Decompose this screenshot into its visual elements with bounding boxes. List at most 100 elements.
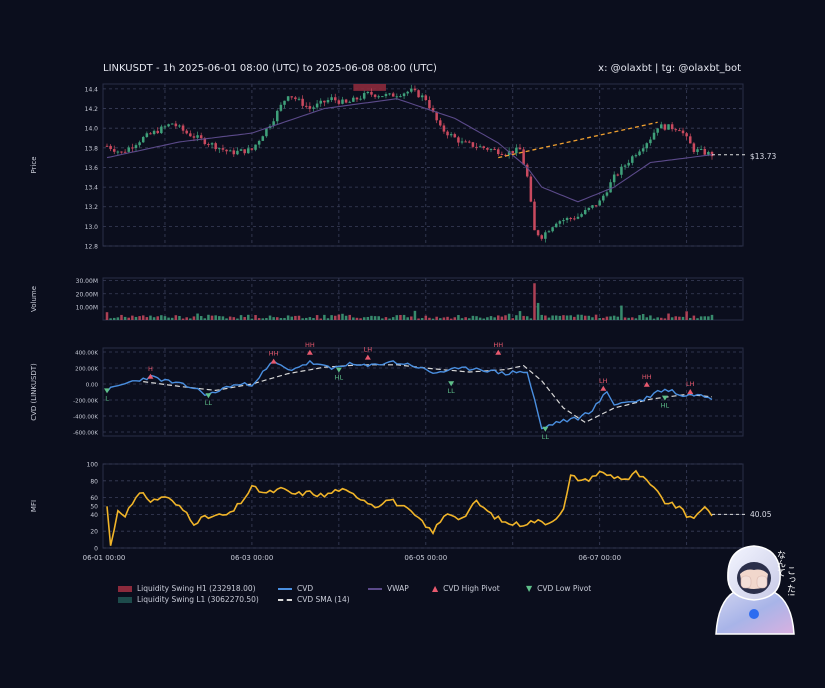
volume-bar [591, 317, 594, 320]
candle-body [145, 133, 149, 137]
candle-body [286, 96, 290, 101]
volume-bar [605, 316, 609, 320]
candle-body [319, 100, 323, 104]
candle-body [453, 134, 457, 138]
candle-body [112, 149, 116, 152]
triangle-up-icon: ▲ [432, 584, 439, 593]
cvd-pivot-label: HL [661, 402, 670, 410]
volume-bar [598, 318, 601, 320]
volume-bar [337, 314, 341, 320]
candle-body [279, 104, 283, 111]
legend-cvd-high-pivot-label: CVD High Pivot [443, 584, 500, 593]
candle-body [333, 97, 337, 101]
mfi-tick-label: 40 [90, 512, 98, 519]
mfi-tick-label: 0 [94, 546, 98, 553]
cvd-sma-line [143, 364, 713, 424]
volume-bar [446, 316, 449, 320]
candle-body [511, 150, 515, 154]
legend-swing-h1: Liquidity Swing H1 (232918.00) [118, 584, 256, 593]
volume-bar [652, 318, 656, 320]
volume-bar [627, 317, 630, 320]
mfi-line [106, 469, 713, 546]
mfi-grid [103, 463, 743, 549]
volume-bar [145, 317, 149, 320]
svg-text:なんて: なんて [775, 550, 786, 577]
cvd-pivot-label: LL [448, 387, 456, 395]
volume-bar [225, 318, 228, 320]
volume-grid [103, 278, 743, 320]
volume-bar [511, 318, 515, 320]
volume-bar [529, 318, 533, 320]
volume-bar [105, 312, 109, 320]
volume-bar [326, 318, 330, 320]
volume-bar [377, 316, 380, 320]
candle-body [525, 164, 529, 177]
mfi-last-label: 40.05 [750, 510, 772, 519]
cvd-pivot-label: LH [364, 346, 373, 354]
volume-bar [417, 318, 420, 320]
legend-swatch-swing-l1 [118, 596, 132, 603]
candle-body [134, 145, 138, 149]
volume-bar [239, 315, 243, 320]
candle-body [500, 154, 504, 156]
cvd-pivot-label: HH [269, 350, 279, 358]
candle-body [631, 156, 634, 163]
cvd-high-pivot-marker [270, 358, 277, 364]
volume-bar [583, 315, 587, 320]
volume-bar [301, 318, 304, 320]
candle-body [304, 105, 308, 107]
candle-body [330, 97, 333, 101]
candle-body [468, 141, 471, 143]
candle-body [109, 145, 112, 150]
candle-body [247, 148, 250, 154]
candle-body [656, 128, 659, 133]
volume-bar [681, 316, 685, 320]
volume-bar [616, 316, 620, 320]
candle-body [703, 148, 707, 155]
candle-body [663, 124, 667, 130]
cvd-high-pivot-marker [600, 385, 607, 391]
candle-body [612, 174, 616, 183]
legend-swing-l1-label: Liquidity Swing L1 (3062270.50) [137, 595, 259, 604]
candle-body [362, 93, 366, 99]
volume-bar [359, 318, 362, 320]
volume-bar [576, 314, 580, 320]
volume-bar [283, 317, 286, 320]
candle-body [377, 96, 380, 98]
cvd-low-pivot-marker [205, 393, 212, 399]
candle-body [446, 131, 449, 136]
volume-bar [533, 283, 536, 320]
volume-bar [707, 316, 710, 320]
price-panel: 12.8 13.0 13.2 13.4 13.6 13.8 14.0 14.2 14.4 Pri… [30, 83, 776, 251]
candle-body [388, 93, 391, 95]
volume-bar [486, 317, 489, 320]
candle-body [239, 149, 243, 151]
legend-swatch-vwap [368, 587, 382, 590]
legend-vwap: VWAP [368, 584, 409, 593]
candle-body [699, 148, 703, 150]
volume-bar [286, 315, 290, 320]
candle-body [605, 192, 609, 196]
candle-body [424, 95, 428, 101]
candle-body [301, 98, 304, 106]
candle-body [486, 148, 489, 150]
volume-bar [355, 317, 359, 320]
price-tick-label: 14.4 [85, 86, 99, 93]
volume-bar [366, 316, 370, 320]
volume-bar [580, 314, 583, 320]
volume-bar [565, 315, 569, 320]
candle-body [417, 90, 420, 98]
candle-body [123, 151, 127, 153]
candle-body [170, 123, 174, 125]
legend-cvd-low-pivot: ▼ CVD Low Pivot [526, 584, 591, 593]
volume-bar [391, 317, 395, 320]
volume-bar [352, 317, 355, 320]
volume-bar [199, 316, 203, 320]
volume-bar [134, 316, 138, 320]
x-axis-ticks: 06-01 00:00 06-03 00:00 06-05 00:00 06-07 0… [83, 554, 621, 562]
mfi-tick-label: 20 [90, 529, 98, 536]
price-grid [103, 84, 743, 247]
mfi-tick-label: 80 [90, 478, 98, 485]
